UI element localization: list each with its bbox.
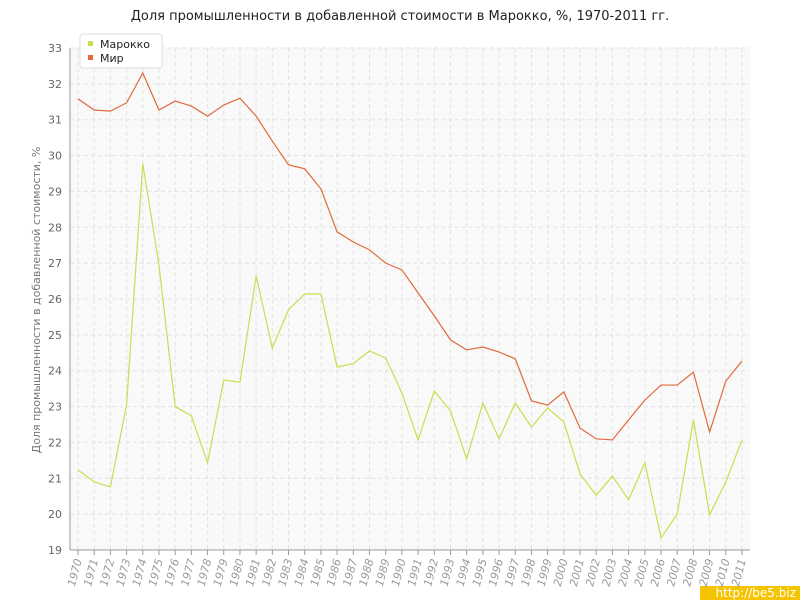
legend-swatch [88,41,93,46]
y-tick-label: 27 [48,257,62,270]
y-tick-label: 21 [48,472,62,485]
legend-label: Марокко [100,38,150,51]
legend-swatch [88,55,93,60]
watermark: http://be5.biz [716,586,796,600]
y-tick-label: 33 [48,42,62,55]
y-tick-label: 31 [48,114,62,127]
y-tick-label: 26 [48,293,62,306]
y-tick-label: 20 [48,508,62,521]
y-tick-label: 22 [48,436,62,449]
line-series [77,71,743,441]
y-tick-label: 19 [48,544,62,557]
y-tick-label: 29 [48,185,62,198]
y-axis-label: Доля промышленности в добавленной стоимо… [30,147,43,454]
legend-box [79,33,163,69]
legend-label: Мир [100,52,124,65]
watermark-bg [700,586,800,600]
y-tick-label: 30 [48,150,62,163]
y-tick-label: 32 [48,78,62,91]
y-tick-label: 23 [48,401,62,414]
line-series [77,163,743,540]
chart-title: Доля промышленности в добавленной стоимо… [131,9,670,24]
y-tick-label: 25 [48,329,62,342]
y-tick-label: 24 [48,365,62,378]
y-tick-label: 28 [48,221,62,234]
